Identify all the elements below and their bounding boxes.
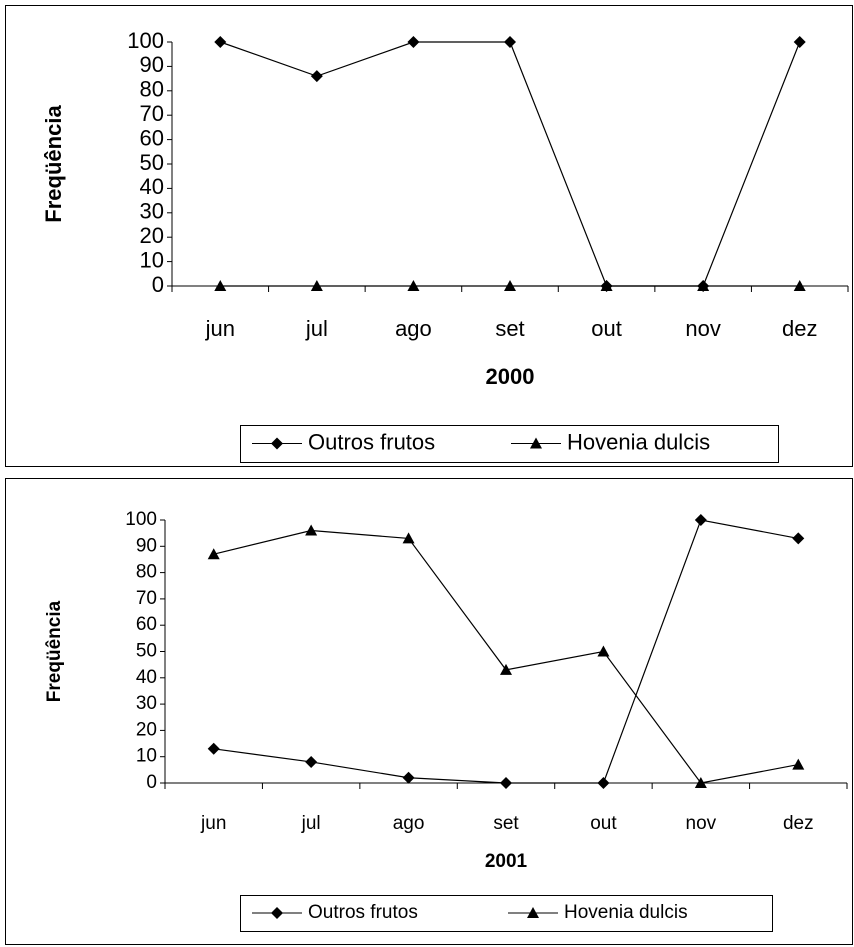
x-tick-label: ago (395, 316, 432, 341)
y-tick-label: 0 (152, 272, 164, 297)
y-axis-title: Freqüência (44, 600, 65, 702)
y-tick-label: 70 (136, 588, 157, 609)
marker (793, 280, 806, 291)
chart-frame (5, 5, 853, 467)
marker (214, 36, 227, 48)
series-line (213, 519, 799, 784)
marker (500, 777, 512, 789)
y-tick-label: 10 (140, 247, 164, 272)
y-tick-label: 80 (140, 77, 164, 102)
x-tick-label: jul (301, 813, 321, 834)
y-axis-title: Freqüência (41, 105, 66, 223)
y-tick-label: 20 (140, 223, 164, 248)
y-tick-label: 90 (136, 535, 157, 556)
marker (600, 280, 613, 291)
marker (305, 755, 318, 768)
x-tick-label: dez (783, 813, 814, 834)
marker (597, 645, 610, 657)
marker (527, 907, 539, 918)
y-tick-label: 100 (127, 28, 164, 53)
marker (207, 548, 220, 560)
y-tick-label: 40 (136, 667, 157, 688)
marker (530, 437, 542, 449)
x-axis-title: 2000 (486, 364, 535, 389)
marker (792, 532, 805, 545)
marker (792, 758, 805, 770)
y-tick-label: 90 (140, 52, 164, 77)
x-tick-label: set (493, 813, 519, 834)
x-tick-label: set (495, 316, 524, 341)
legend-label: Outros frutos (308, 902, 418, 923)
marker (402, 771, 415, 784)
marker (271, 907, 283, 919)
series-line (213, 529, 799, 784)
x-tick-label: nov (685, 316, 720, 341)
marker (207, 742, 220, 755)
marker (597, 777, 610, 789)
y-tick-label: 70 (140, 101, 164, 126)
legend-label: Outros frutos (308, 429, 435, 454)
x-tick-label: jun (205, 316, 235, 341)
marker (793, 36, 806, 48)
marker (305, 524, 318, 536)
x-tick-label: dez (782, 316, 817, 341)
chart-frame (5, 478, 853, 945)
marker (271, 437, 283, 450)
marker (310, 280, 323, 291)
y-tick-label: 10 (136, 746, 157, 767)
marker (214, 280, 227, 291)
y-tick-label: 30 (140, 199, 164, 224)
marker (694, 514, 707, 526)
legend-label: Hovenia dulcis (567, 429, 710, 454)
y-tick-label: 40 (140, 174, 164, 199)
marker (407, 280, 420, 291)
x-tick-label: nov (686, 813, 717, 834)
y-tick-label: 30 (136, 693, 157, 714)
x-axis-title: 2001 (485, 851, 528, 872)
marker (694, 777, 707, 788)
x-tick-label: jul (305, 316, 328, 341)
y-tick-label: 0 (146, 772, 157, 793)
y-tick-label: 50 (136, 641, 157, 662)
series-line (220, 41, 801, 287)
y-tick-label: 50 (140, 150, 164, 175)
legend-box (240, 425, 779, 463)
y-tick-label: 60 (136, 614, 157, 635)
marker (504, 36, 516, 48)
x-tick-label: jun (200, 813, 226, 834)
y-tick-label: 60 (140, 125, 164, 150)
x-tick-label: out (591, 316, 622, 341)
y-tick-label: 100 (125, 509, 157, 530)
y-tick-label: 20 (136, 719, 157, 740)
marker (500, 663, 512, 675)
y-tick-label: 80 (136, 562, 157, 583)
legend-label: Hovenia dulcis (564, 902, 688, 923)
marker (402, 532, 415, 544)
marker (407, 36, 420, 48)
legend-box (240, 895, 773, 932)
x-tick-label: ago (393, 813, 425, 834)
marker (697, 280, 710, 291)
marker (504, 280, 516, 291)
marker (310, 70, 323, 83)
x-tick-label: out (590, 813, 617, 834)
